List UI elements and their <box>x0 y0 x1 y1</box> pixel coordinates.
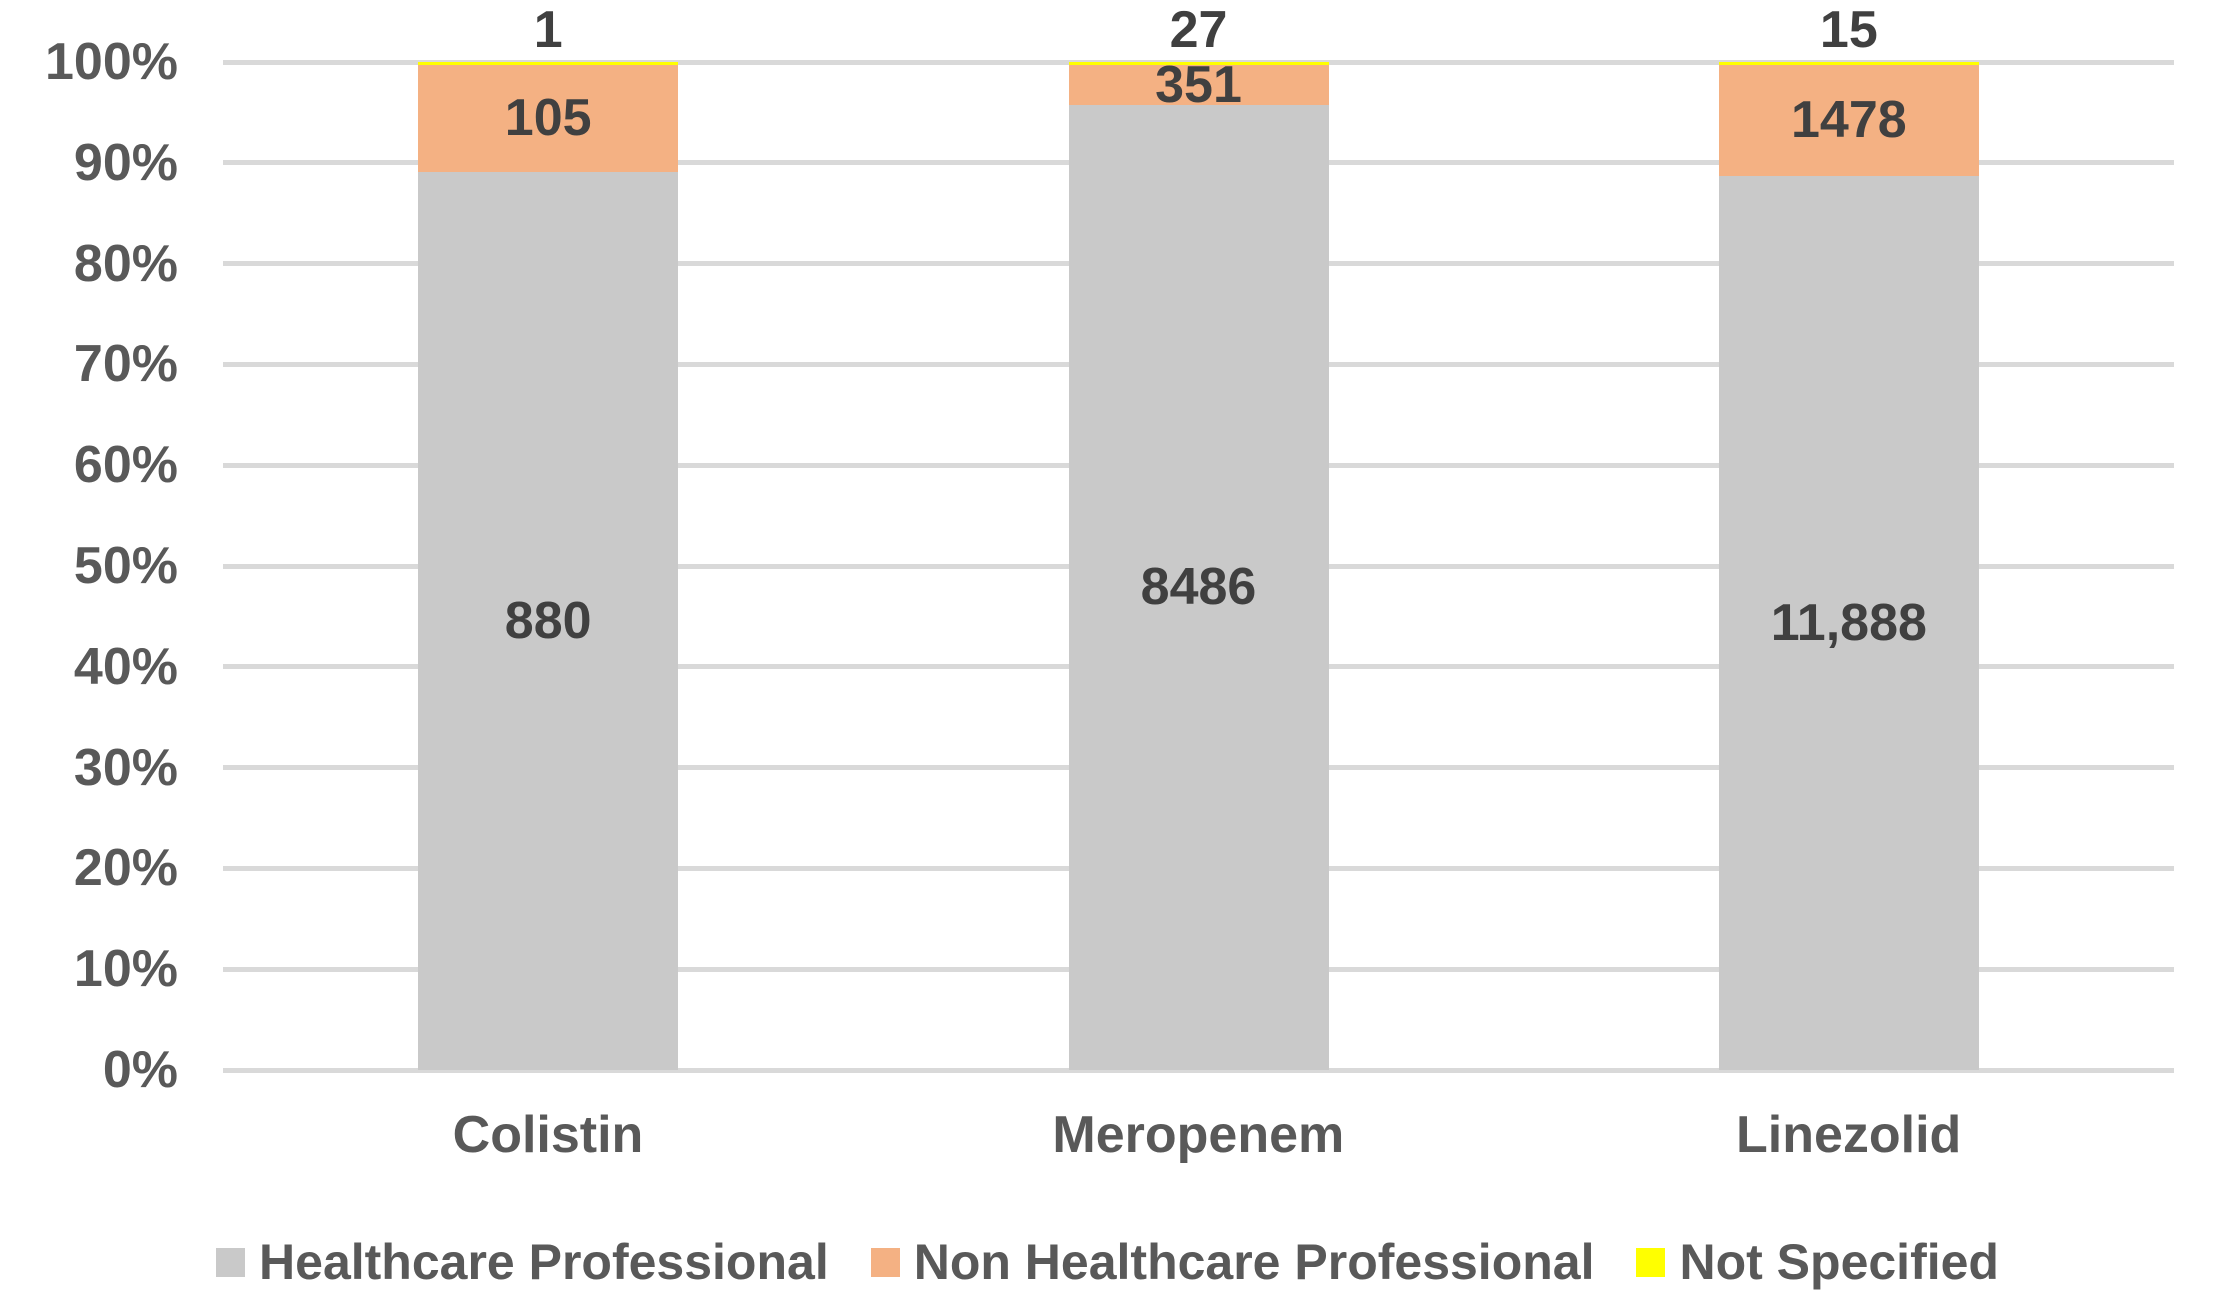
legend: Healthcare Professional Non Healthcare Pr… <box>0 1232 2215 1292</box>
legend-item-non-healthcare-professional: Non Healthcare Professional <box>870 1234 1595 1290</box>
value-label-not-specified-linezolid: 15 <box>1819 1 1878 59</box>
legend-swatch-non-healthcare-professional <box>870 1247 900 1277</box>
y-tick-label-40%: 40% <box>73 637 178 696</box>
x-axis-label-meropenem: Meropenem <box>1052 1106 1345 1164</box>
legend-swatch-not-specified <box>1636 1247 1666 1277</box>
value-label-healthcare-professional-colistin: 880 <box>504 591 592 650</box>
y-tick-label-60%: 60% <box>73 436 178 495</box>
bar-linezolid: 1478 11,888 15 <box>1718 4 1979 1070</box>
y-tick-label-90%: 90% <box>73 133 178 192</box>
value-label-not-specified-meropenem: 27 <box>1169 1 1228 59</box>
segment-not-specified-meropenem <box>1068 62 1329 66</box>
x-axis-label-linezolid: Linezolid <box>1735 1106 1962 1164</box>
y-tick-label-30%: 30% <box>73 738 178 797</box>
segment-healthcare-professional-linezolid: 11,888 <box>1718 175 1979 1070</box>
legend-label-not-specified: Not Specified <box>1679 1234 1999 1290</box>
value-label-not-specified-colistin: 1 <box>533 1 563 59</box>
y-tick-label-80%: 80% <box>73 234 178 293</box>
y-tick-label-0%: 0% <box>102 1041 178 1099</box>
legend-item-healthcare-professional: Healthcare Professional <box>216 1237 829 1287</box>
value-label-non-healthcare-professional-colistin: 105 <box>504 89 592 148</box>
y-tick-label-70%: 70% <box>73 335 178 394</box>
legend-item-not-specified: Not Specified <box>1636 1234 1999 1290</box>
value-label-non-healthcare-professional-linezolid: 1478 <box>1790 91 1907 150</box>
y-tick-label-10%: 10% <box>73 940 178 999</box>
value-label-non-healthcare-professional-meropenem: 351 <box>1155 56 1242 115</box>
legend-label-healthcare-professional: Healthcare Professional <box>259 1234 829 1290</box>
x-axis-label-colistin: Colistin <box>452 1106 644 1164</box>
gridline-0% <box>223 1067 2174 1073</box>
segment-non-healthcare-professional-meropenem: 351 <box>1068 59 1329 111</box>
segment-healthcare-professional-colistin: 880 <box>418 171 679 1070</box>
bar-meropenem: 351 8486 27 <box>1068 4 1329 1070</box>
bar-colistin: 105 880 1 <box>418 4 679 1070</box>
y-tick-label-20%: 20% <box>73 839 178 898</box>
legend-label-non-healthcare-professional: Non Healthcare Professional <box>913 1234 1595 1290</box>
legend-swatch-healthcare-professional <box>216 1247 246 1277</box>
segment-not-specified-linezolid <box>1718 62 1979 65</box>
segment-non-healthcare-professional-linezolid: 1478 <box>1718 64 1979 176</box>
value-label-healthcare-professional-linezolid: 11,888 <box>1770 593 1927 652</box>
segment-not-specified-colistin <box>418 62 679 65</box>
y-tick-label-50%: 50% <box>73 537 178 595</box>
segment-non-healthcare-professional-colistin: 105 <box>418 64 679 172</box>
segment-healthcare-professional-meropenem: 8486 <box>1068 104 1329 1070</box>
value-label-healthcare-professional-meropenem: 8486 <box>1140 558 1257 617</box>
y-tick-label-100%: 100% <box>45 33 178 91</box>
